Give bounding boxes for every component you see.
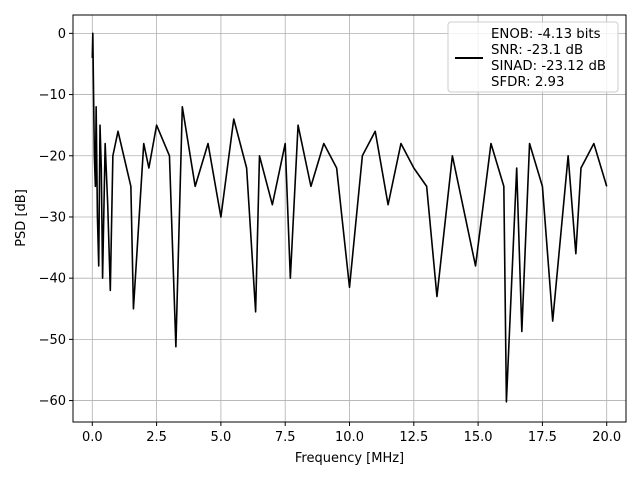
legend-line-snr: SNR: -23.1 dB (491, 43, 583, 58)
legend-box (447, 21, 619, 93)
psd-line (91, 32, 608, 403)
x-tick-label: 20.0 (592, 430, 621, 445)
legend-line-sinad: SINAD: -23.12 dB (491, 59, 606, 74)
legend-line-sfdr: SFDR: 2.93 (491, 75, 564, 90)
x-tick-label: 7.5 (275, 430, 296, 445)
x-tick-label: 10.0 (335, 430, 364, 445)
grid (73, 15, 626, 422)
ticks (69, 32, 608, 426)
tick-labels: 0.0 2.5 5.0 7.5 10.0 12.5 15.0 17.5 20.0 0 −10 −20 −… (39, 27, 622, 445)
x-tick-label: 17.5 (528, 430, 557, 445)
y-axis-label: PSD [dB] (14, 189, 29, 247)
legend-line-enob: ENOB: -4.13 bits (491, 27, 601, 42)
y-tick-label: −60 (39, 394, 66, 409)
y-tick-label: −50 (39, 333, 66, 348)
x-axis-label: Frequency [MHz] (295, 451, 404, 466)
y-tick-label: −40 (39, 272, 66, 287)
x-tick-label: 0.0 (82, 430, 103, 445)
y-tick-label: −20 (39, 149, 66, 164)
spectrum-layer (91, 32, 608, 403)
legend: ENOB: -4.13 bits SNR: -23.1 dB SINAD: -2… (447, 21, 619, 93)
y-tick-label: −30 (39, 210, 66, 225)
x-tick-label: 5.0 (211, 430, 232, 445)
y-tick-label: 0 (58, 27, 66, 42)
y-tick-label: −10 (39, 88, 66, 103)
x-tick-label: 2.5 (146, 430, 167, 445)
x-tick-label: 12.5 (399, 430, 428, 445)
x-tick-label: 15.0 (464, 430, 493, 445)
